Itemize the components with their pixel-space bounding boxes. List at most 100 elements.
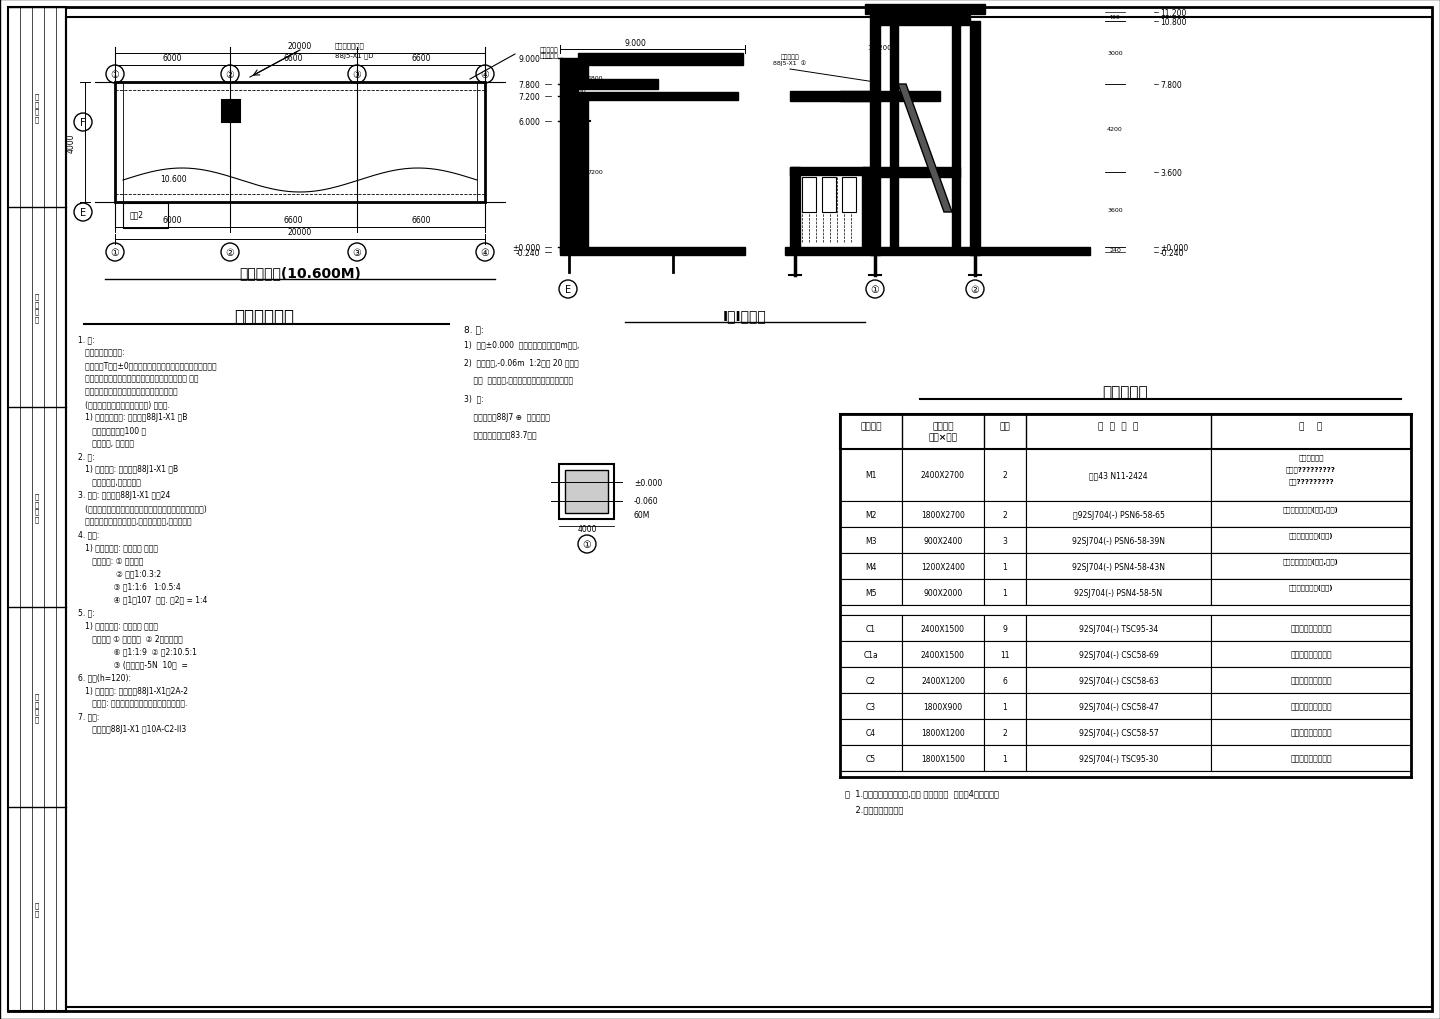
Bar — [984, 553, 1025, 580]
Text: ±0.000: ±0.000 — [1161, 244, 1188, 253]
Text: 20000: 20000 — [288, 227, 312, 236]
Bar — [984, 719, 1025, 745]
Text: 建
设
单
位: 建 设 单 位 — [35, 93, 39, 122]
Text: 10.800: 10.800 — [1161, 17, 1187, 26]
Text: M3: M3 — [865, 536, 877, 545]
Text: 粗砂砂浆涂涂范围83.7具⑬: 粗砂砂浆涂涂范围83.7具⑬ — [464, 430, 537, 439]
Text: 不得采用腐土，实物，粗骨土及有害物质影响到砖 地土: 不得采用腐土，实物，粗骨土及有害物质影响到砖 地土 — [78, 374, 199, 383]
Bar — [1211, 693, 1411, 719]
Text: ①: ① — [111, 70, 120, 79]
Text: 3600: 3600 — [1107, 207, 1123, 212]
Text: 混凝土坡屋面层: 混凝土坡屋面层 — [336, 43, 364, 49]
Text: M4: M4 — [865, 561, 877, 571]
Text: ④: ④ — [481, 248, 490, 258]
Text: （宽×高）: （宽×高） — [929, 433, 958, 442]
Text: 铲除涂料 ① 堆垃填涂  ② 2层厚感受形: 铲除涂料 ① 堆垃填涂 ② 2层厚感受形 — [78, 634, 183, 643]
Text: ③: ③ — [353, 70, 361, 79]
Bar — [952, 22, 960, 248]
Text: 建筑设计T形截±0于基土上，管土，看性土及其它松散软层，: 建筑设计T形截±0于基土上，管土，看性土及其它松散软层， — [78, 361, 216, 370]
Bar — [1211, 580, 1411, 605]
Bar — [1211, 449, 1411, 501]
Bar — [840, 553, 901, 580]
Text: 3: 3 — [1002, 536, 1008, 545]
Bar — [984, 580, 1025, 605]
Text: (以低氧家用浆粉刷外墙抹灰到度中碎中等面材料具太面积): (以低氧家用浆粉刷外墙抹灰到度中碎中等面材料具太面积) — [78, 504, 207, 513]
Text: 孔白化墙装装饰色彩划分,做法参见说明,便是是在面: 孔白化墙装装饰色彩划分,做法参见说明,便是是在面 — [78, 517, 192, 526]
Bar — [901, 501, 984, 528]
Text: 1800X2700: 1800X2700 — [922, 510, 965, 519]
Bar — [880, 168, 960, 178]
Bar — [1211, 580, 1411, 605]
Text: ② 分层1:0.3:2: ② 分层1:0.3:2 — [78, 569, 161, 578]
Text: 硬聚乙烯塑钐门(全框,中分): 硬聚乙烯塑钐门(全框,中分) — [1283, 506, 1339, 513]
Text: 门窗一览表: 门窗一览表 — [1102, 385, 1148, 400]
Text: 2. 楼:: 2. 楼: — [78, 452, 95, 461]
Text: C5: C5 — [865, 754, 876, 763]
Text: 屋顶平面图(10.600M): 屋顶平面图(10.600M) — [239, 266, 361, 280]
Text: 11: 11 — [1001, 650, 1009, 659]
Text: ③: ③ — [353, 248, 361, 258]
Bar — [863, 168, 870, 248]
Bar — [1025, 449, 1211, 501]
Text: 2: 2 — [1002, 510, 1008, 519]
Text: 10.200: 10.200 — [868, 45, 893, 51]
Text: 凝层  翻种水泥,墙体下部处理层用不加防渗漏具: 凝层 翻种水泥,墙体下部处理层用不加防渗漏具 — [464, 376, 573, 385]
Text: 参覇43 N11-2424: 参覇43 N11-2424 — [1089, 471, 1148, 480]
Text: ③ 厚1:1:6   1:0.5:4: ③ 厚1:1:6 1:0.5:4 — [78, 582, 181, 591]
Text: 工
程
名
称: 工 程 名 称 — [35, 293, 39, 322]
Text: 硬聚乙烯塑钐内平窗: 硬聚乙烯塑钐内平窗 — [1290, 754, 1332, 763]
Text: 硬聚乙烯塑钐门(平框,中分): 硬聚乙烯塑钐门(平框,中分) — [1283, 558, 1339, 565]
Text: 88J5-X1 楼D: 88J5-X1 楼D — [336, 53, 373, 59]
Text: 6600: 6600 — [284, 53, 304, 62]
Bar — [984, 528, 1025, 553]
Bar — [1211, 528, 1411, 553]
Bar — [840, 745, 901, 771]
Bar — [1211, 615, 1411, 641]
Text: C1a: C1a — [864, 650, 878, 659]
Text: 92SJ704(-) TSC95-30: 92SJ704(-) TSC95-30 — [1079, 754, 1158, 763]
Text: ⑥ 厚1:1:9  ② 厚2:10.5:1: ⑥ 厚1:1:9 ② 厚2:10.5:1 — [78, 647, 197, 656]
Text: 20000: 20000 — [288, 42, 312, 51]
Bar — [840, 501, 901, 528]
Bar — [1025, 719, 1211, 745]
Text: 10.600: 10.600 — [160, 174, 187, 183]
Bar — [984, 745, 1025, 771]
Text: M5: M5 — [865, 588, 877, 597]
Text: E: E — [81, 208, 86, 218]
Text: 参92SJ704(-) PSN6-58-65: 参92SJ704(-) PSN6-58-65 — [1073, 510, 1165, 519]
Text: ①: ① — [583, 539, 592, 549]
Bar — [840, 528, 901, 553]
Text: 1. 墙:: 1. 墙: — [78, 335, 95, 344]
Text: 设
计
证
书: 设 计 证 书 — [35, 493, 39, 522]
Bar — [1211, 449, 1411, 501]
Text: 5. 顶:: 5. 顶: — [78, 608, 95, 616]
Text: 6000: 6000 — [572, 182, 588, 187]
Text: 1) 日常刷涂装: 采用涂料 涂装备: 1) 日常刷涂装: 采用涂料 涂装备 — [78, 543, 158, 552]
Bar — [560, 248, 744, 256]
Text: C4: C4 — [865, 728, 876, 737]
Text: 6000: 6000 — [163, 215, 183, 224]
Text: 地层混凝土参见100 具: 地层混凝土参见100 具 — [78, 426, 145, 435]
Bar — [1211, 641, 1411, 667]
Text: 400: 400 — [1109, 14, 1120, 19]
Text: 2)  室外地坪,-0.06m  1:2水泥 20 叠砂浆: 2) 室外地坪,-0.06m 1:2水泥 20 叠砂浆 — [464, 358, 579, 367]
Text: 幼种结构材料等填筑工程，须单层夯实建设保: 幼种结构材料等填筑工程，须单层夯实建设保 — [78, 387, 177, 396]
Text: 6: 6 — [1002, 676, 1008, 685]
Bar — [115, 83, 485, 203]
Text: 8. 其:: 8. 其: — [464, 325, 484, 334]
Text: 2: 2 — [1002, 471, 1008, 480]
Bar — [560, 59, 577, 253]
Bar — [577, 93, 739, 101]
Text: 6600: 6600 — [284, 215, 304, 224]
Bar — [890, 22, 899, 248]
Text: 1200: 1200 — [572, 106, 588, 111]
Bar — [901, 745, 984, 771]
Text: 4000: 4000 — [577, 525, 596, 534]
Bar — [840, 615, 901, 641]
Bar — [1025, 553, 1211, 580]
Text: 硬聚乙烯塑钐内平窗: 硬聚乙烯塑钐内平窗 — [1290, 650, 1332, 659]
Text: 4. 内墙:: 4. 内墙: — [78, 530, 99, 539]
Text: 2400X1200: 2400X1200 — [922, 676, 965, 685]
Text: ①: ① — [111, 248, 120, 258]
Text: 1200: 1200 — [572, 69, 588, 74]
